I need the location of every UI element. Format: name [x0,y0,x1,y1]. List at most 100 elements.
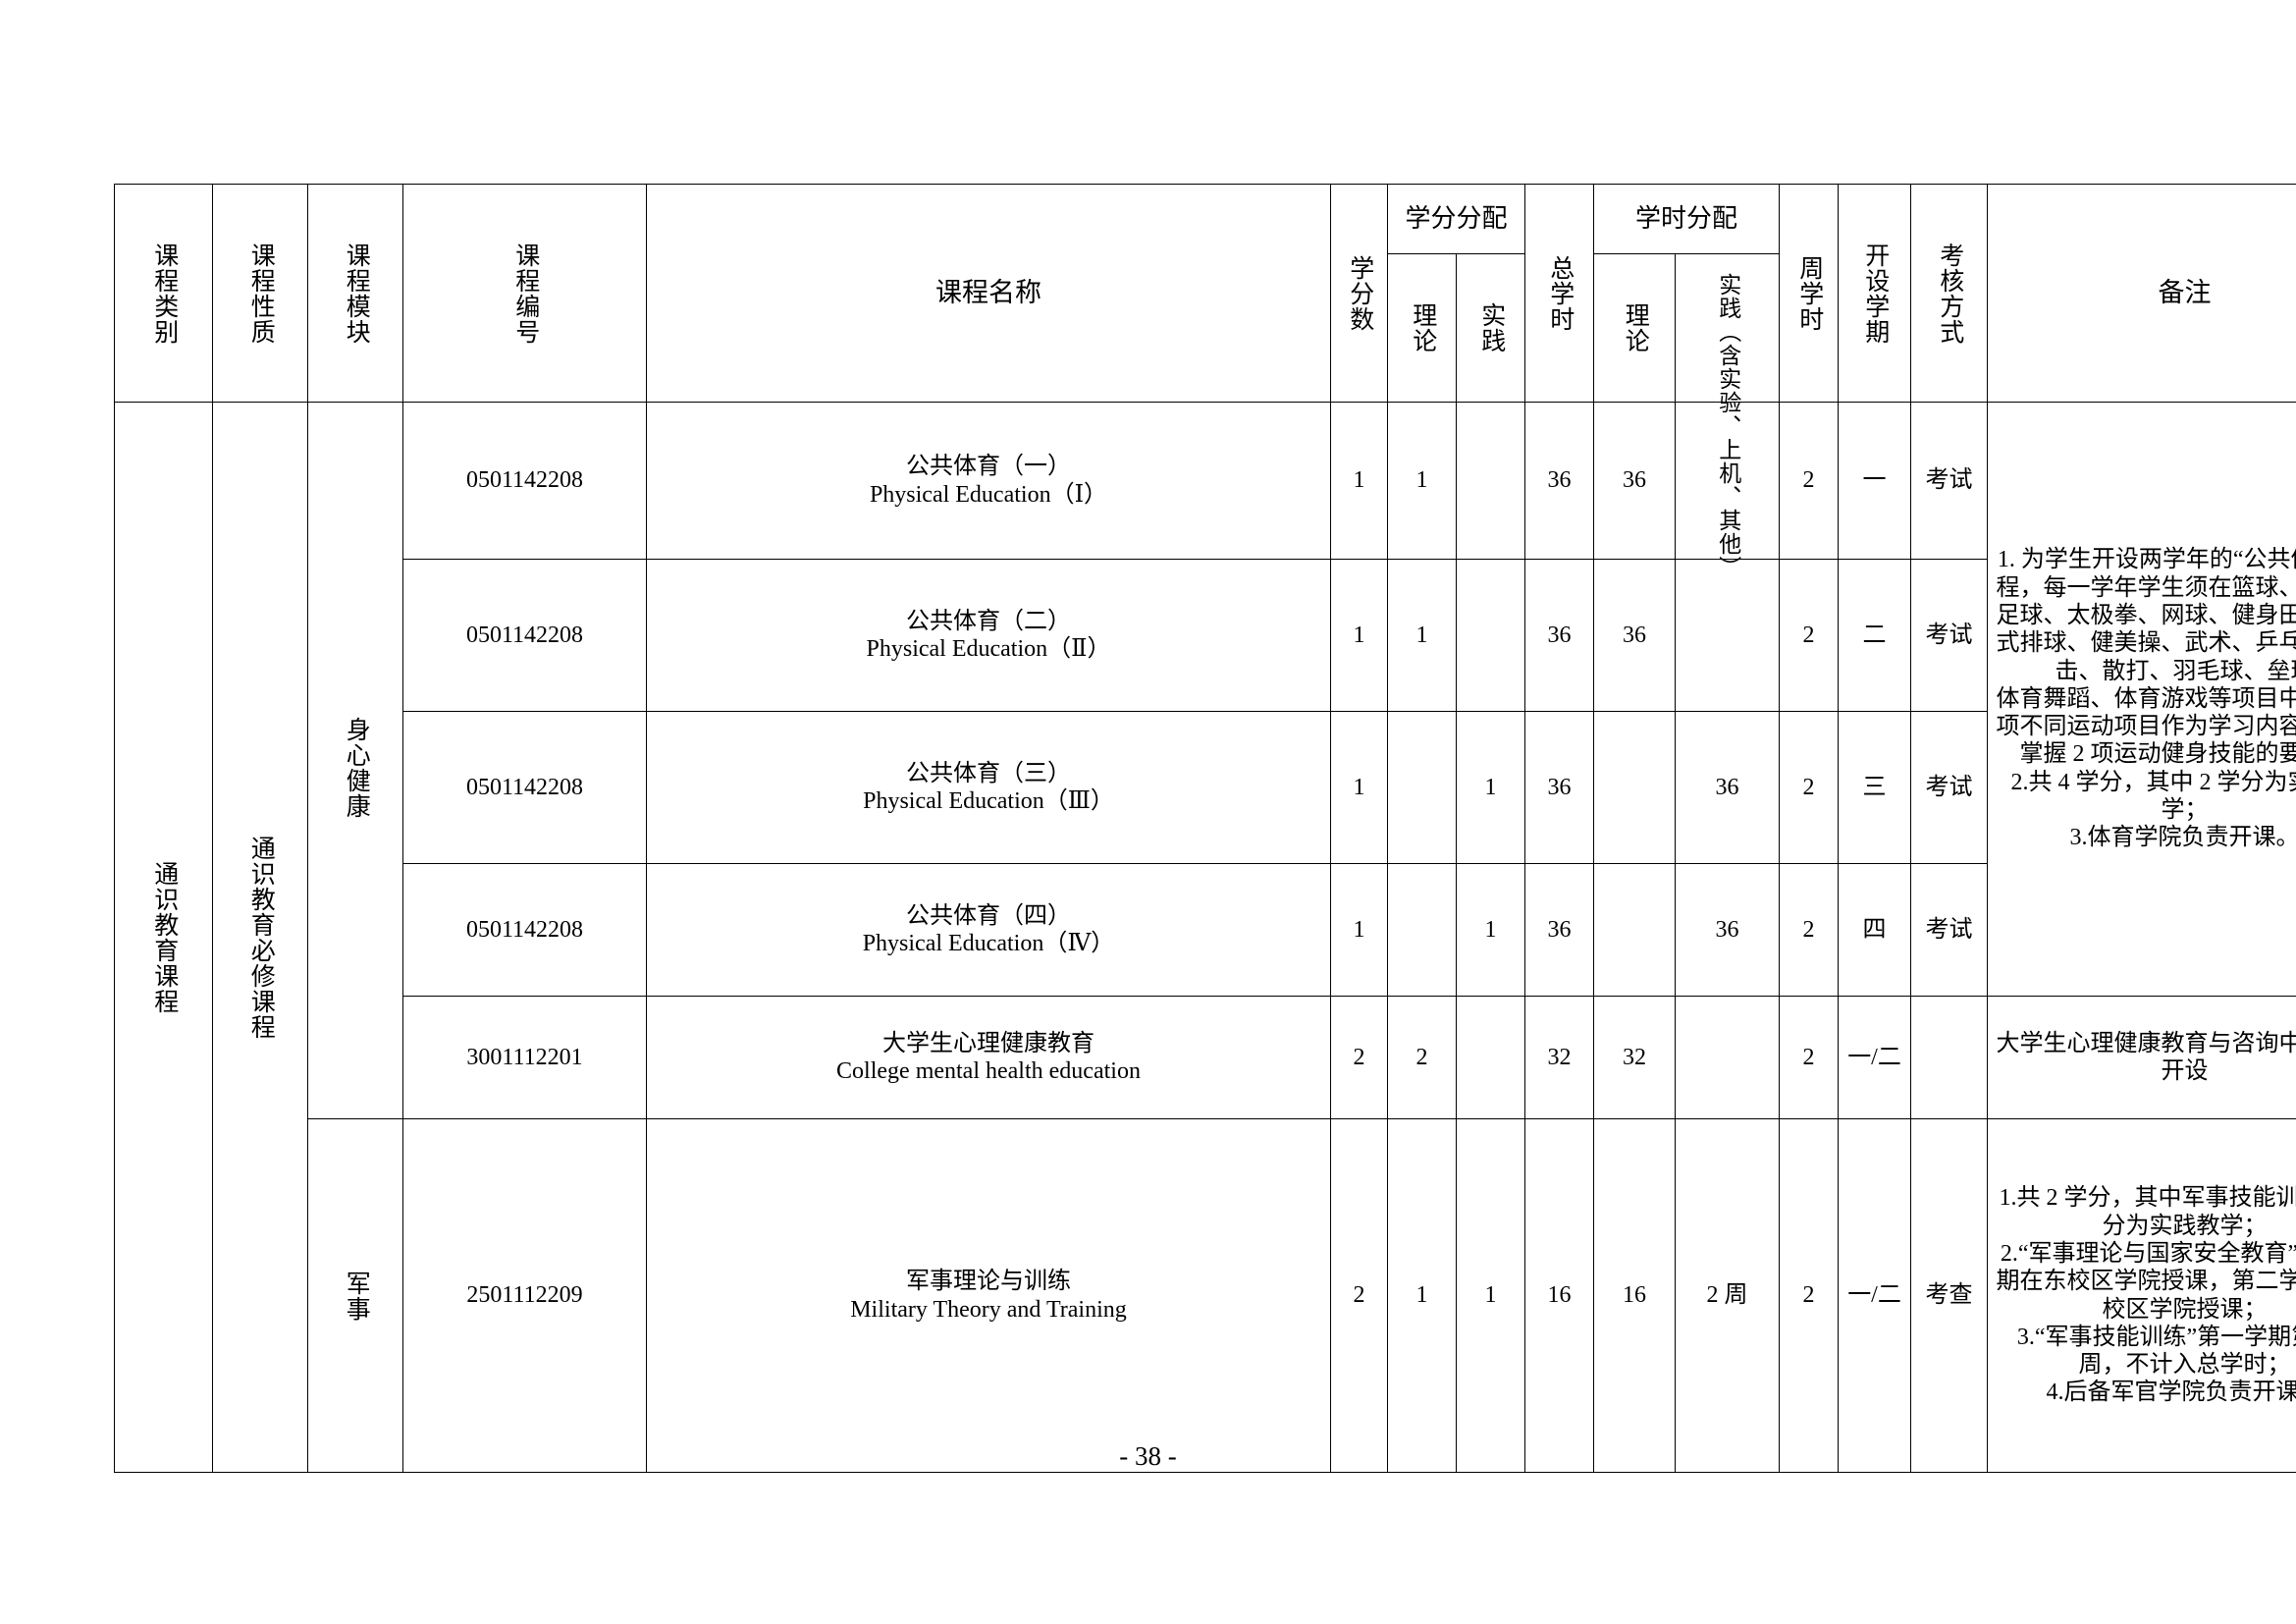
cell-remark-mental: 大学生心理健康教育与咨询中心负责开设 [1987,996,2296,1119]
table-row: 0501142208 公共体育（二） Physical Education（Ⅱ）… [115,559,2296,712]
cell-hour-theory [1593,863,1677,997]
cell-remark-military: 1.共 2 学分，其中军事技能训练 1 学分为实践教学； 2.“军事理论与国家安… [1987,1118,2296,1473]
cell-course-module-military: 军事 [307,1118,403,1473]
course-name-cn: 公共体育（三） [906,760,1071,786]
cell-hour-practice [1675,996,1781,1119]
cell-credit-theory: 1 [1387,1118,1457,1473]
header-course-category-label: 课程类别 [150,242,178,345]
cell-term: 三 [1838,711,1912,864]
cell-week-hours: 2 [1779,863,1840,997]
header-course-code-label: 课程编号 [511,242,539,345]
header-total-hours-label: 总学时 [1546,254,1574,332]
curriculum-table-wrapper: 课程类别 课程性质 课程模块 课程编号 课程名称 学分数 [114,184,2296,1473]
cell-remark-pe: 1. 为学生开设两学年的“公共体育”课程，每一学年学生须在篮球、排球、足球、太极… [1987,402,2296,997]
cell-term: 一/二 [1838,996,1912,1119]
cell-credit-practice [1455,559,1526,712]
remark-military-line-3: 3.“军事技能训练”第一学期第 1-2 周，不计入总学时； [2016,1324,2296,1379]
header-course-nature: 课程性质 [212,184,308,403]
cell-course-name: 大学生心理健康教育 College mental health educatio… [646,996,1331,1119]
cell-course-name: 公共体育（四） Physical Education（Ⅳ） [646,863,1331,997]
cell-total-hours: 32 [1524,996,1595,1119]
header-week-hours: 周学时 [1779,184,1840,403]
header-course-nature-label: 课程性质 [247,242,275,345]
course-name-en: College mental health education [836,1058,1141,1084]
course-name-en: Physical Education（Ⅲ） [863,788,1114,814]
cell-course-code: 3001112201 [402,996,647,1119]
cell-week-hours: 2 [1779,559,1840,712]
cell-term: 二 [1838,559,1912,712]
course-name-en: Physical Education（Ⅰ） [869,481,1108,508]
cell-week-hours: 2 [1779,711,1840,864]
cell-credits-total: 1 [1330,402,1388,560]
header-hour-theory: 理论 [1593,253,1677,403]
remark-pe-line-3: 2.共 4 学分，其中 2 学分为实践教学； [2010,769,2296,824]
header-credits-total: 学分数 [1330,184,1388,403]
cell-hour-practice [1675,402,1781,560]
header-course-name: 课程名称 [646,184,1331,403]
remark-military-line-2: 2.“军事理论与国家安全教育”第一学期在东校区学院授课，第二学期在西校区学院授课… [1996,1240,2296,1323]
cell-hour-practice: 2 周 [1675,1118,1781,1473]
course-nature-label: 通识教育必修课程 [247,835,275,1040]
cell-assessment: 考试 [1910,711,1989,864]
cell-course-name: 公共体育（二） Physical Education（Ⅱ） [646,559,1331,712]
remark-military-line-1: 1.共 2 学分，其中军事技能训练 1 学分为实践教学； [1999,1185,2296,1239]
header-credits-total-label: 学分数 [1346,254,1373,332]
cell-credit-practice [1455,402,1526,560]
header-course-module-label: 课程模块 [343,242,370,345]
table-header-row-1: 课程类别 课程性质 课程模块 课程编号 课程名称 学分数 [114,184,2296,403]
cell-course-nature: 通识教育必修课程 [212,402,308,1473]
cell-course-code: 0501142208 [402,711,647,864]
header-credit-practice-label: 实践 [1477,302,1505,353]
course-name-cn: 军事理论与训练 [906,1269,1071,1295]
cell-hour-theory: 32 [1593,996,1677,1119]
cell-term: 四 [1838,863,1912,997]
course-name-en: Physical Education（Ⅳ） [862,931,1115,956]
course-name-cn: 大学生心理健康教育 [882,1030,1095,1056]
cell-week-hours: 2 [1779,996,1840,1119]
table-row: 0501142208 公共体育（四） Physical Education（Ⅳ）… [115,863,2296,997]
cell-credits-total: 1 [1330,559,1388,712]
cell-term: 一/二 [1838,1118,1912,1473]
course-name-cn: 公共体育（一） [906,454,1071,480]
course-module-military-label: 军事 [343,1270,370,1322]
header-hour-allocation-label: 学时分配 [1635,203,1738,233]
cell-hour-theory: 16 [1593,1118,1677,1473]
header-remark: 备注 [1987,184,2296,403]
cell-week-hours: 2 [1779,402,1840,560]
cell-week-hours: 2 [1779,1118,1840,1473]
curriculum-table: 课程类别 课程性质 课程模块 课程编号 课程名称 学分数 [114,184,2296,1473]
remark-pe-line-4: 3.体育学院负责开课。 [2069,825,2296,851]
cell-course-code: 0501142208 [402,863,647,997]
course-name-en: Physical Education（Ⅱ） [866,636,1111,662]
header-assessment: 考核方式 [1910,184,1989,403]
cell-hour-practice: 36 [1675,711,1781,864]
cell-term: 一 [1838,402,1912,560]
cell-total-hours: 36 [1524,711,1595,864]
header-week-hours-label: 周学时 [1795,254,1823,332]
course-name-en: Military Theory and Training [850,1296,1127,1323]
cell-course-name: 军事理论与训练 Military Theory and Training [646,1118,1331,1473]
cell-credits-total: 2 [1330,996,1388,1119]
header-course-code: 课程编号 [402,184,647,403]
cell-assessment: 考试 [1910,402,1989,560]
course-name-cn: 公共体育（二） [906,608,1071,634]
table-row: 通识教育课程 通识教育必修课程 身心健康 0501142208 公共体育（一） … [114,402,2296,1473]
header-hour-practice-label: 实践（含实验、上机、其他） [1715,273,1740,579]
header-total-hours: 总学时 [1524,184,1595,403]
remark-military-line-4: 4.后备军官学院负责开课。 [2046,1380,2296,1406]
header-credit-theory-label: 理论 [1409,302,1436,353]
cell-course-code: 0501142208 [402,559,647,712]
header-term: 开设学期 [1838,184,1912,403]
cell-credits-total: 1 [1330,863,1388,997]
cell-credit-practice: 1 [1455,711,1526,864]
table-row: 0501142208 公共体育（三） Physical Education（Ⅲ）… [115,711,2296,864]
cell-hour-theory [1593,711,1677,864]
remark-pe-line-1: 1. 为学生开设两学年的“公共体育”课程，每一学年学生须在篮球、排球、足球、太极… [1996,547,2296,684]
page-number: - 38 - [1119,1441,1177,1471]
header-hour-theory-label: 理论 [1622,302,1649,353]
header-credit-allocation-label: 学分分配 [1405,203,1508,233]
cell-total-hours: 36 [1524,402,1595,560]
cell-credit-practice [1455,996,1526,1119]
header-credit-practice: 实践 [1455,253,1526,403]
